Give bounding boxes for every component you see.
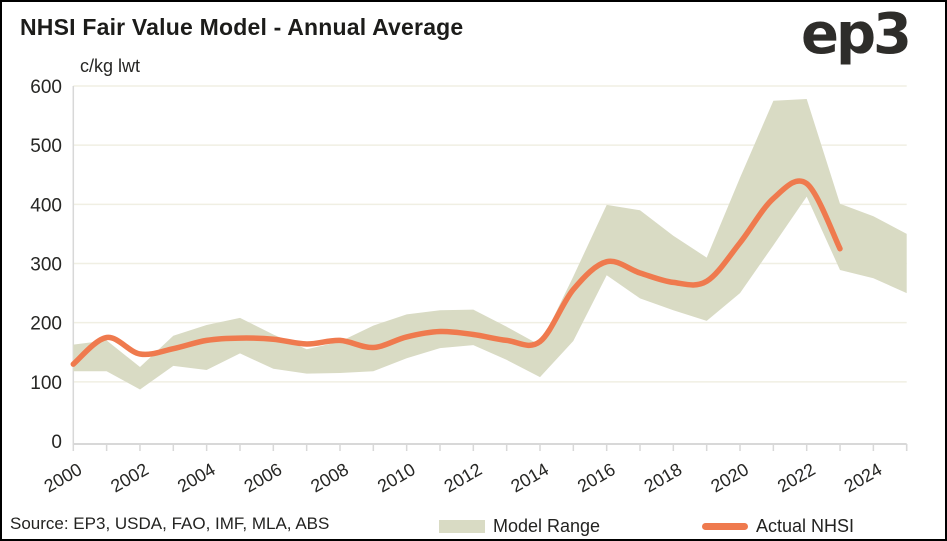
x-axis-label: 2008 [307, 459, 352, 496]
y-axis-label: 400 [30, 195, 62, 216]
actual-nhsi-swatch-icon [702, 523, 748, 530]
x-axis-label: 2016 [574, 459, 619, 496]
x-axis-label: 2010 [374, 459, 419, 496]
y-axis-label: 100 [30, 373, 62, 394]
source-note: Source: EP3, USDA, FAO, IMF, MLA, ABS [10, 514, 330, 533]
x-axis-label: 2022 [774, 459, 819, 496]
model-range-band [73, 99, 907, 390]
ep3-logo: ep3 [800, 2, 912, 67]
actual-nhsi-line [70, 178, 843, 367]
legend-model-range-label: Model Range [493, 516, 601, 536]
y-axis-label: 0 [51, 432, 62, 453]
y-axis-label: 500 [30, 136, 62, 157]
x-axis-label: 2014 [507, 459, 552, 496]
legend-actual-nhsi-label: Actual NHSI [756, 516, 855, 536]
y-axis-label: 200 [30, 314, 62, 335]
x-axis-label: 2012 [441, 459, 486, 496]
x-axis-label: 2000 [41, 459, 86, 496]
model-range-swatch-icon [439, 520, 485, 533]
y-axis-label: 600 [30, 77, 62, 98]
legend-item-actual-nhsi: Actual NHSI [702, 516, 854, 537]
y-axis-unit-label: c/kg lwt [80, 56, 141, 76]
x-axis-label: 2020 [707, 459, 752, 496]
x-axis-label: 2018 [641, 459, 686, 496]
legend-item-model-range: Model Range [439, 516, 600, 537]
x-axis-label: 2006 [241, 459, 286, 496]
x-axis-label: 2024 [841, 459, 886, 496]
y-axis-label: 300 [30, 255, 62, 276]
x-axis-label: 2004 [174, 459, 219, 496]
x-axis-label: 2002 [107, 459, 152, 496]
page-title: NHSI Fair Value Model - Annual Average [20, 14, 464, 40]
